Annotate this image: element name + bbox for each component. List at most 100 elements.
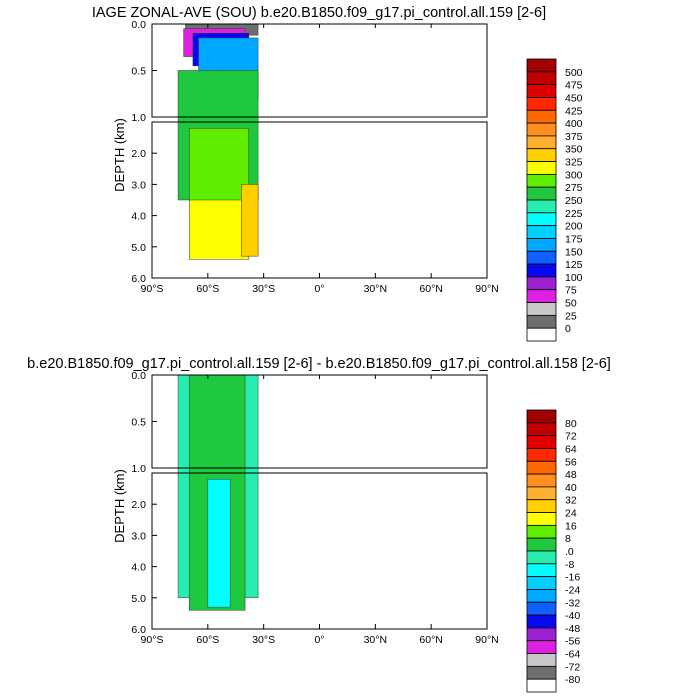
chart-1-ytick-label: 5.0 [131, 242, 146, 254]
chart-2-colorbar-swatch [526, 537, 557, 552]
chart-1-xtick-label: 0° [314, 283, 324, 295]
chart-2-colorbar-label: 8 [565, 533, 571, 545]
chart-1-region-4 [177, 70, 259, 118]
chart-1-colorbar-label: 275 [565, 182, 583, 194]
chart-1-region-5 [188, 127, 250, 210]
chart-2-ytick-label: 5.0 [131, 593, 146, 605]
chart-1-colorbar-swatch [526, 161, 557, 175]
chart-2-colorbar-label: 80 [565, 418, 577, 430]
chart-1-colorbar-label: 325 [565, 157, 583, 169]
chart-1-colorbar-label: 350 [565, 144, 583, 156]
chart-1-colorbar-label: 100 [565, 272, 583, 284]
chart-2-colorbar-swatch [526, 627, 557, 642]
chart-1-colorbar-label: 475 [565, 80, 583, 92]
chart-2-colorbar-label: -48 [565, 623, 580, 635]
chart-1-colorbar-swatch [526, 327, 557, 342]
chart-1-ytick-label: 6.0 [131, 273, 146, 285]
chart-2-ytick-label: 4.0 [131, 562, 146, 574]
chart-2-colorbar-label: -56 [565, 636, 580, 648]
chart-1-colorbar-label: 425 [565, 105, 583, 117]
chart-2-colorbar-label: -8 [565, 559, 574, 571]
chart-1-colorbar-label: 500 [565, 67, 583, 79]
chart-2-colorbar-label: .0 [565, 546, 574, 558]
chart-2-colorbar: -80-72-64-56-48-40-32-24-16-8.0816243240… [526, 409, 580, 693]
chart-2-ytick-label: 1.0 [131, 463, 146, 475]
chart-2-colorbar-swatch [526, 524, 557, 539]
chart-1-colorbar-label: 400 [565, 118, 583, 130]
chart-2-colorbar-label: -64 [565, 649, 580, 661]
chart-2-colorbar-label: 40 [565, 482, 577, 494]
chart-2-colorbar-swatch [526, 678, 557, 693]
chart-1-colorbar-swatch [526, 84, 557, 98]
chart-1-colorbar-swatch [526, 314, 557, 329]
chart-1-colorbar-swatch [526, 148, 557, 162]
chart-1-colorbar-label: 250 [565, 195, 583, 207]
chart-2-colorbar-label: 56 [565, 456, 577, 468]
chart-1-colorbar-swatch [526, 263, 557, 278]
chart-1-xtick-label: 90°N [475, 283, 498, 295]
chart-1-colorbar-swatch [526, 199, 557, 214]
chart-2-colorbar-swatch [526, 614, 557, 629]
chart-2-colorbar-label: 32 [565, 495, 577, 507]
chart-2-colorbar-label: 64 [565, 443, 577, 455]
chart-1-colorbar-label: 375 [565, 131, 583, 143]
chart-1-colorbar-swatch [526, 186, 557, 201]
chart-2-xtick-label: 30°S [252, 634, 275, 646]
chart-1-colorbar-label: 200 [565, 221, 583, 233]
chart-1-region-7 [241, 184, 259, 257]
chart-1-colorbar-swatch [526, 212, 557, 227]
chart-1-colorbar-label: 175 [565, 233, 583, 245]
chart-1-title: IAGE ZONAL-AVE (SOU) b.e20.B1850.f09_g17… [92, 5, 546, 21]
chart-2-colorbar-swatch [526, 460, 557, 475]
chart-1-colorbar-swatch [526, 135, 557, 150]
chart-1-ytick-label: 4.0 [131, 211, 146, 223]
chart-2-xtick-label: 30°N [364, 634, 387, 646]
chart-2-colorbar-swatch [526, 512, 557, 526]
chart-2-colorbar-swatch [526, 448, 557, 462]
chart-1-colorbar-label: 225 [565, 208, 583, 220]
chart-2-xtick-label: 90°S [141, 634, 164, 646]
chart-2-colorbar-swatch [526, 653, 557, 667]
chart-1-colorbar-label: 25 [565, 310, 577, 322]
chart-2-colorbar-swatch [526, 473, 557, 488]
chart-2-colorbar-swatch [526, 486, 557, 501]
chart-2-colorbar-swatch [526, 550, 557, 565]
chart-1-colorbar-label: 300 [565, 169, 583, 181]
chart-1-colorbar-swatch [526, 71, 557, 86]
chart-2-ylabel: DEPTH (km) [112, 469, 127, 543]
chart-2-colorbar-swatch [526, 665, 557, 680]
chart-2-colorbar-label: -80 [565, 674, 580, 686]
chart-1-ylabel: DEPTH (km) [112, 118, 127, 192]
chart-2-xtick-label: 60°S [196, 634, 219, 646]
chart-1-colorbar: 0255075100125150175200225250275300325350… [526, 58, 583, 342]
chart-1-colorbar-label: 125 [565, 259, 583, 271]
chart-2-colorbar-label: -32 [565, 597, 580, 609]
chart-2-region-2 [207, 478, 231, 608]
chart-1-xtick-label: 90°S [141, 283, 164, 295]
chart-1-colorbar-swatch [526, 109, 557, 124]
chart-1-colorbar-swatch [526, 58, 557, 73]
chart-1-colorbar-label: 75 [565, 285, 577, 297]
chart-1-colorbar-label: 450 [565, 92, 583, 104]
chart-1-xtick-label: 30°S [252, 283, 275, 295]
chart-1-colorbar-label: 0 [565, 323, 571, 335]
chart-1-ytick-label: 0.0 [131, 19, 146, 31]
chart-1-colorbar-label: 50 [565, 298, 577, 310]
chart-2-colorbar-label: -40 [565, 610, 580, 622]
chart-1-colorbar-swatch [526, 302, 557, 316]
chart-2-colorbar-label: 72 [565, 431, 577, 443]
chart-2-colorbar-swatch [526, 422, 557, 437]
chart-2-colorbar-swatch [526, 601, 557, 616]
chart-1-ytick-label: 0.5 [131, 66, 146, 78]
chart-2-colorbar-label: 24 [565, 508, 577, 520]
chart-2-colorbar-label: -16 [565, 572, 580, 584]
chart-2-ytick-label: 0.5 [131, 417, 146, 429]
chart-1-colorbar-label: 150 [565, 246, 583, 258]
chart-1-ytick-label: 3.0 [131, 179, 146, 191]
chart-2-colorbar-swatch [526, 640, 557, 654]
chart-2-ytick-label: 0.0 [131, 370, 146, 382]
chart-1-xtick-label: 30°N [364, 283, 387, 295]
chart-2-colorbar-label: 16 [565, 520, 577, 532]
chart-1-colorbar-swatch [526, 122, 557, 137]
